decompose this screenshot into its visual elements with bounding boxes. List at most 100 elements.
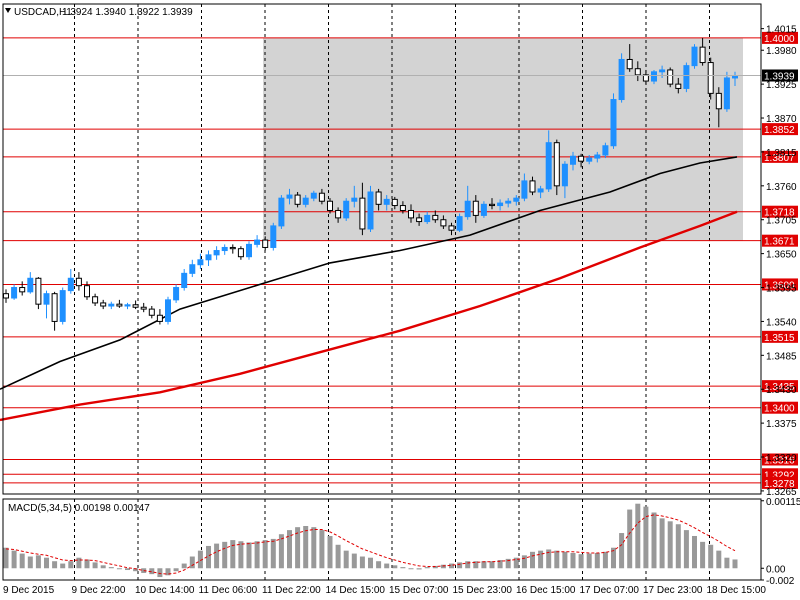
candle-body — [610, 99, 617, 147]
macd-panel — [3, 503, 738, 578]
level-tag-label: 1.3292 — [764, 470, 795, 481]
price-tick-label: 1.3980 — [766, 46, 797, 57]
shaded-rectangle — [263, 37, 743, 241]
candle-body — [335, 209, 342, 219]
price-tick-label: 1.3320 — [766, 453, 797, 464]
level-tag-label: 1.3278 — [764, 479, 795, 490]
macd-bar — [635, 503, 641, 569]
candle-body — [3, 293, 9, 299]
level-tag-label: 1.3316 — [764, 455, 795, 466]
candle-body — [67, 277, 74, 292]
candle-body — [343, 200, 350, 219]
candle-body — [472, 200, 479, 216]
time-tick-label: 11 Dec 22:00 — [262, 585, 321, 596]
candle-body — [618, 58, 625, 101]
candle-body — [513, 197, 520, 202]
triangle-down-icon[interactable] — [5, 8, 11, 13]
macd-bar — [173, 568, 179, 572]
macd-bar — [497, 560, 503, 569]
level-tag-label: 1.3435 — [764, 382, 795, 393]
macd-bar — [108, 567, 114, 569]
candle-body — [456, 216, 463, 231]
macd-bar — [68, 561, 74, 569]
candle-body — [11, 287, 18, 299]
macd-bar — [424, 567, 430, 569]
macd-bar — [449, 563, 454, 569]
macd-bar — [732, 559, 738, 569]
macd-bar — [586, 553, 592, 569]
macd-bar — [675, 524, 681, 569]
price-tick-label: 1.3430 — [766, 385, 797, 396]
macd-bar — [116, 568, 122, 570]
macd-bar — [667, 521, 673, 569]
macd-bar — [27, 556, 33, 569]
macd-bar — [149, 568, 155, 575]
candle-body — [213, 250, 220, 256]
macd-bar — [246, 542, 252, 569]
level-tag — [762, 234, 798, 247]
macd-bar — [84, 559, 90, 569]
time-tick-label: 11 Dec 06:00 — [199, 585, 258, 596]
candle-body — [19, 287, 26, 293]
candle-body — [545, 142, 552, 190]
candle-body — [561, 163, 568, 187]
macd-bar — [60, 563, 66, 569]
symbol-label: USDCAD,H1 — [14, 7, 72, 18]
candle-body — [108, 303, 115, 307]
candle-body — [229, 246, 236, 250]
level-tag-label: 1.3515 — [764, 333, 795, 344]
time-tick-label: 14 Dec 15:00 — [326, 585, 386, 596]
candle-body — [707, 62, 714, 94]
time-tick-label: 15 Dec 07:00 — [389, 585, 449, 596]
macd-bar — [303, 526, 309, 569]
candle-body — [537, 188, 544, 193]
horizontal-levels[interactable]: 1.40001.38521.38071.37181.36711.36001.35… — [3, 31, 798, 490]
candle-body — [602, 145, 609, 156]
macd-bar — [157, 568, 163, 578]
candle-body — [116, 303, 123, 307]
candle-body — [408, 209, 414, 219]
macd-bar — [230, 540, 236, 569]
candle-body — [221, 246, 228, 252]
macd-bar — [392, 565, 398, 569]
macd-bar — [368, 557, 373, 569]
candle-body — [399, 205, 406, 211]
price-tick-label: 1.3375 — [766, 419, 797, 430]
macd-bar — [287, 530, 292, 569]
level-tag — [762, 476, 798, 489]
level-tag — [762, 330, 798, 343]
level-tag-label: 1.3671 — [764, 237, 795, 248]
candle-body — [92, 296, 99, 304]
macd-bar — [683, 530, 689, 569]
macd-bar — [311, 527, 317, 569]
candle-body — [578, 155, 585, 162]
price-tick-label: 1.3870 — [766, 114, 797, 125]
price-tick-label: 1.3705 — [766, 216, 797, 227]
macd-signal-line — [5, 514, 736, 575]
level-tag — [762, 123, 798, 136]
chart-header: USDCAD,H1 1.3924 1.3940 1.3922 1.3939 — [5, 7, 193, 18]
time-tick-label: 17 Dec 23:00 — [643, 585, 703, 596]
moving-average-line — [0, 210, 738, 422]
macd-bar — [343, 550, 349, 569]
candle-body — [505, 200, 512, 204]
macd-frame — [2, 498, 762, 581]
candle-body — [43, 293, 50, 305]
candle-body — [148, 308, 155, 316]
level-tag-label: 1.3852 — [764, 125, 795, 136]
candle-body — [497, 202, 504, 207]
shaded-range — [263, 37, 743, 241]
macd-bar — [181, 563, 187, 569]
macd-bar — [222, 541, 228, 569]
candle-body — [124, 304, 131, 307]
macd-bar — [708, 544, 714, 569]
macd-bar — [692, 535, 697, 569]
candle-body — [132, 304, 139, 308]
macd-bar — [724, 557, 730, 569]
candle-body — [327, 200, 333, 211]
candle-body — [318, 192, 325, 202]
macd-bar — [700, 541, 706, 569]
candle-body — [626, 58, 633, 70]
candle-body — [521, 180, 528, 199]
